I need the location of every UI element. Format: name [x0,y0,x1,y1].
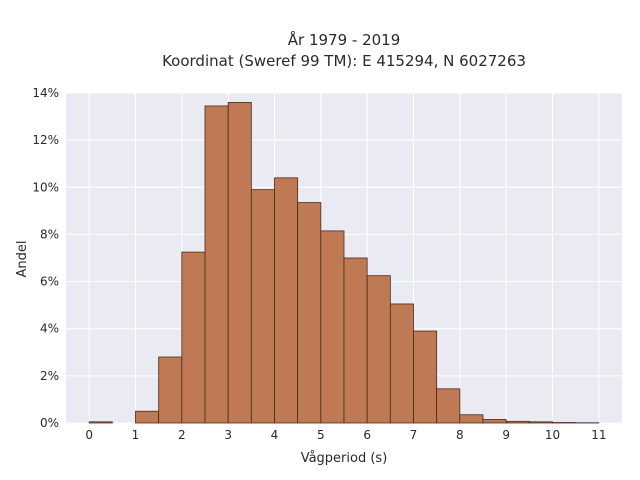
x-tick-label: 3 [224,428,232,442]
histogram-bar [250,189,275,424]
histogram-bar [366,275,391,424]
x-tick-label: 0 [85,428,93,442]
histogram-bar [88,421,113,424]
histogram-bar [158,356,183,424]
y-tick-label: 14% [32,86,59,100]
x-tick-label: 11 [591,428,606,442]
x-tick-label: 2 [178,428,186,442]
y-tick-label: 6% [40,275,59,289]
histogram-bar [135,410,160,424]
histogram-bar [343,257,368,424]
y-tick-label: 4% [40,322,59,336]
histogram-bar [413,330,438,424]
y-tick-label: 0% [40,416,59,430]
histogram-bar [436,388,461,424]
histogram-bar [459,414,484,424]
x-axis-label: Vågperiod (s) [301,451,388,466]
chart-title-line-1: År 1979 - 2019 [288,30,401,49]
y-tick-label: 12% [32,133,59,147]
bars [88,102,600,424]
x-tick-label: 9 [502,428,510,442]
x-tick-label: 5 [317,428,325,442]
histogram-bar [297,202,322,424]
x-tick-label: 10 [545,428,560,442]
x-tick-label: 1 [132,428,140,442]
histogram-bar [227,102,252,424]
y-axis-label: Andel [15,241,30,278]
y-tick-label: 2% [40,369,59,383]
y-tick-label: 10% [32,180,59,194]
histogram-bar [528,421,553,424]
histogram-bar [320,230,345,424]
histogram-bar [505,420,530,424]
y-axis-ticks: 0% 2% 4% 6% 8% 10% 12% 14% [32,86,59,430]
x-axis-ticks: 0 1 2 3 4 5 6 7 8 9 10 11 [85,428,606,442]
histogram-bar [389,303,414,424]
y-tick-label: 8% [40,227,59,241]
x-tick-label: 4 [271,428,279,442]
histogram-bar [274,177,299,424]
histogram-bar [181,251,206,424]
x-tick-label: 7 [410,428,418,442]
histogram-bar [204,105,229,424]
x-tick-label: 8 [456,428,464,442]
x-tick-label: 6 [363,428,371,442]
chart-title-line-2: Koordinat (Sweref 99 TM): E 415294, N 60… [162,52,526,70]
histogram-bar [482,419,507,424]
